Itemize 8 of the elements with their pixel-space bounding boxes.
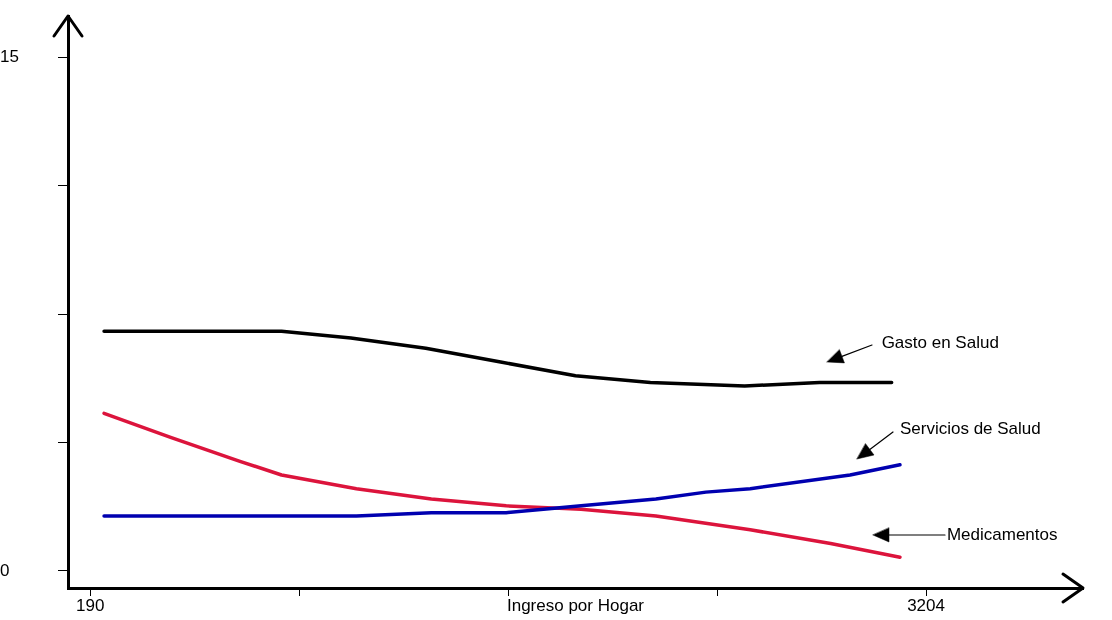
annotation: Gasto en Salud [881,332,999,353]
x-axis-title: Ingreso por Hogar [506,595,645,615]
y-tick-label: 0 [0,560,10,580]
x-tick-label: 3204 [907,595,945,615]
annotation: Servicios de Salud [899,418,1041,439]
x-tick-label: 190 [76,595,105,615]
y-tick-label: 15 [0,46,19,66]
annotation: Medicamentos [946,525,1058,546]
